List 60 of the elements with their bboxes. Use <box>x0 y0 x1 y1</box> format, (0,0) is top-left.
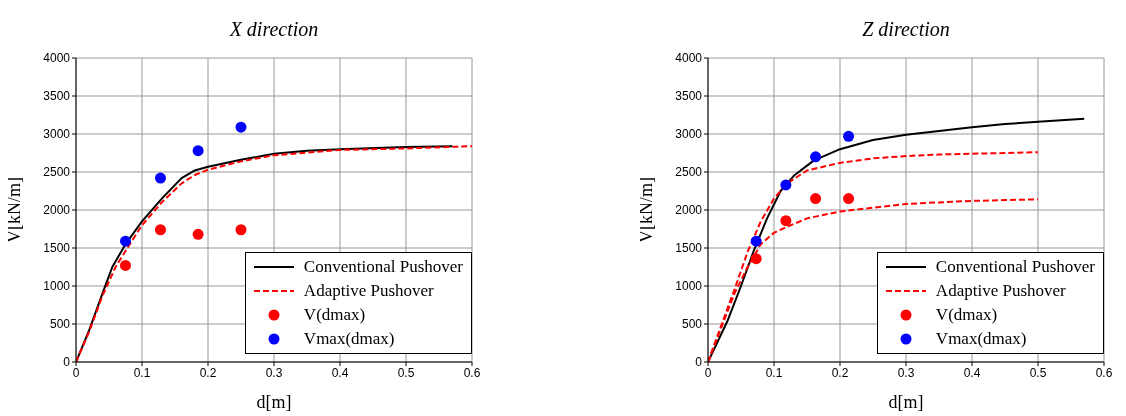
point <box>780 179 792 191</box>
y-axis-title: V[kN/m] <box>4 177 25 243</box>
point <box>120 259 131 271</box>
legend-label: Adaptive Pushover <box>303 280 434 302</box>
y-tick-label: 1000 <box>43 279 71 294</box>
legend-label: V(dmax) <box>935 304 998 326</box>
legend-label: Vmax(dmax) <box>935 328 1027 350</box>
x-tick-label: 0.4 <box>331 365 349 380</box>
y-tick-label: 2000 <box>43 203 71 218</box>
point <box>235 121 247 133</box>
x-tick-label: 0.1 <box>765 365 783 380</box>
point <box>192 228 204 240</box>
x-tick-label: 0.3 <box>265 365 283 380</box>
x-tick-label: 0.6 <box>1095 365 1113 380</box>
legend-label: Conventional Pushover <box>935 256 1095 278</box>
x-tick-label: 0.2 <box>199 365 217 380</box>
point <box>810 193 822 205</box>
point <box>120 235 131 247</box>
y-tick-label: 1000 <box>675 279 703 294</box>
x-tick-label: 0.5 <box>397 365 415 380</box>
point <box>192 145 204 157</box>
point <box>235 224 247 236</box>
y-tick-label: 0 <box>63 355 71 370</box>
y-tick-label: 4000 <box>675 51 703 66</box>
point <box>843 193 855 205</box>
x-tick-label: 0.4 <box>963 365 981 380</box>
y-tick-label: 2000 <box>675 203 703 218</box>
point <box>154 172 166 184</box>
x-tick-label: 0.2 <box>831 365 849 380</box>
point <box>154 224 166 236</box>
x-tick-label: 0.6 <box>463 365 481 380</box>
y-tick-label: 1500 <box>43 241 71 256</box>
legend-label: V(dmax) <box>303 304 366 326</box>
legend-label: Conventional Pushover <box>303 256 463 278</box>
x-tick-label: 0.3 <box>897 365 915 380</box>
point <box>750 235 762 247</box>
y-tick-label: 1500 <box>675 241 703 256</box>
x-axis-title: d[m] <box>256 392 292 412</box>
point <box>780 215 792 227</box>
y-tick-label: 2500 <box>675 165 703 180</box>
legend-label: Vmax(dmax) <box>303 328 395 350</box>
x-axis-title: d[m] <box>888 392 924 412</box>
y-tick-label: 3000 <box>675 127 703 142</box>
y-axis-title: V[kN/m] <box>636 177 657 243</box>
y-tick-label: 3500 <box>43 89 71 104</box>
y-tick-label: 3000 <box>43 127 71 142</box>
legend-label: Adaptive Pushover <box>935 280 1066 302</box>
chart-title: Z direction <box>861 17 951 42</box>
point <box>810 151 822 163</box>
y-tick-label: 0 <box>695 355 703 370</box>
chart-title: X direction <box>228 17 320 42</box>
y-tick-label: 2500 <box>43 165 71 180</box>
y-tick-label: 4000 <box>43 51 71 66</box>
x-tick-label: 0.1 <box>133 365 151 380</box>
y-tick-label: 3500 <box>675 89 703 104</box>
y-tick-label: 500 <box>49 317 71 332</box>
y-tick-label: 500 <box>681 317 703 332</box>
point <box>750 253 762 265</box>
x-tick-label: 0.5 <box>1029 365 1047 380</box>
point <box>843 130 855 142</box>
